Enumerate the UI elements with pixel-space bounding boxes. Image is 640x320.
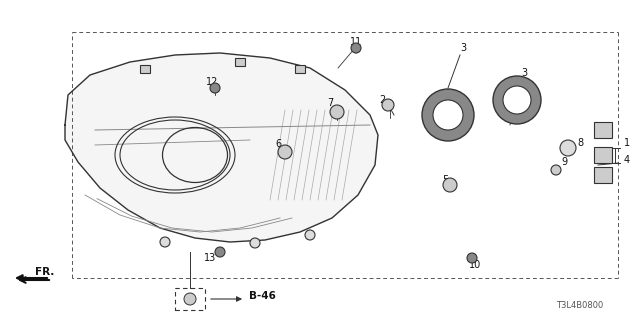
Text: 1: 1: [624, 138, 630, 148]
Bar: [594, 147, 612, 163]
Circle shape: [305, 230, 315, 240]
Ellipse shape: [433, 100, 463, 130]
Ellipse shape: [422, 89, 474, 141]
Text: 13: 13: [204, 253, 216, 263]
Circle shape: [551, 165, 561, 175]
Text: 9: 9: [561, 157, 567, 167]
Ellipse shape: [503, 86, 531, 114]
Bar: [594, 122, 612, 138]
Text: 8: 8: [577, 138, 583, 148]
Circle shape: [210, 83, 220, 93]
Circle shape: [250, 238, 260, 248]
Text: 3: 3: [460, 43, 466, 53]
Text: 12: 12: [206, 77, 218, 87]
Text: 11: 11: [350, 37, 362, 47]
Text: B-46: B-46: [248, 291, 275, 301]
Text: 3: 3: [521, 68, 527, 78]
Text: 6: 6: [275, 139, 281, 149]
Bar: [140, 65, 150, 73]
Text: FR.: FR.: [35, 267, 54, 277]
Circle shape: [215, 247, 225, 257]
Ellipse shape: [493, 76, 541, 124]
Text: 2: 2: [379, 95, 385, 105]
Circle shape: [160, 237, 170, 247]
Circle shape: [330, 105, 344, 119]
Circle shape: [467, 253, 477, 263]
Bar: [594, 167, 612, 183]
Circle shape: [382, 99, 394, 111]
Polygon shape: [65, 53, 378, 242]
Bar: [295, 65, 305, 73]
Circle shape: [184, 293, 196, 305]
Bar: [235, 58, 245, 66]
Text: 7: 7: [327, 98, 333, 108]
Text: T3L4B0800: T3L4B0800: [556, 300, 604, 309]
Text: 4: 4: [624, 155, 630, 165]
Text: 5: 5: [442, 175, 448, 185]
Circle shape: [351, 43, 361, 53]
Circle shape: [443, 178, 457, 192]
Text: 10: 10: [469, 260, 481, 270]
Circle shape: [560, 140, 576, 156]
Circle shape: [278, 145, 292, 159]
